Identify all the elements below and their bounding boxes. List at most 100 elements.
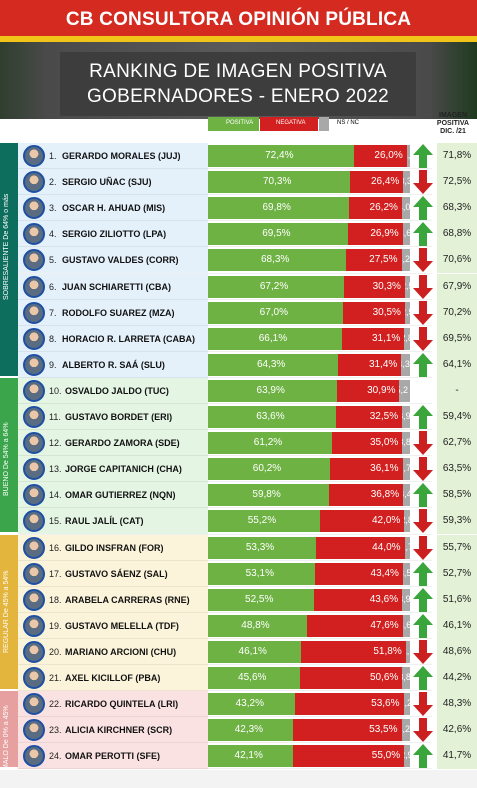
negative-bar: 26,4% (350, 171, 404, 194)
nsnc-value-label: 3,6 (403, 619, 410, 630)
previous-value: 48,6% (437, 639, 477, 665)
nsnc-value-label: 3,8 (402, 672, 410, 682)
previous-value-label: 42,6% (442, 724, 472, 736)
nsnc-bar: 2,9 (404, 745, 410, 768)
previous-header-line2: POSITIVA (436, 120, 470, 127)
band-title: BUENO (3, 471, 10, 497)
governor-avatar (23, 223, 45, 246)
trend-up-icon (413, 483, 433, 508)
positive-value-label: 48,8% (241, 619, 270, 631)
nsnc-bar: 2,8 (404, 510, 410, 533)
governor-avatar (23, 640, 45, 663)
governor-name: JUAN SCHIARETTI (CBA) (62, 281, 171, 292)
rank-number: 3. (49, 203, 57, 214)
previous-column-header: IMAGEN POSITIVA DIC. /21 (430, 112, 476, 136)
governor-name: GUSTAVO MELELLA (TDF) (65, 620, 179, 631)
governor-name: OSVALDO JALDO (TUC) (65, 385, 169, 396)
governor-name: HORACIO R. LARRETA (CABA) (62, 333, 195, 344)
previous-cell-bg (437, 612, 477, 639)
row-separator (18, 272, 432, 274)
negative-value-label: 36,1% (370, 463, 399, 475)
positive-bar: 52,5% (208, 588, 315, 611)
nsnc-value-label: 2,5 (405, 280, 410, 291)
negative-bar: 30,9% (337, 379, 400, 402)
governor-avatar (23, 249, 45, 272)
negative-value-label: 27,5% (369, 254, 398, 266)
positive-bar: 67,2% (208, 275, 344, 298)
governor-name: OSCAR H. AHUAD (MIS) (62, 203, 166, 214)
negative-value-label: 35,0% (369, 437, 399, 449)
previous-cell-bg (437, 247, 477, 274)
positive-bar: 46,1% (208, 640, 302, 663)
nsnc-bar: 2,7 (404, 536, 410, 559)
row-background (18, 221, 208, 248)
governor-avatar (23, 275, 45, 298)
band-2 (0, 377, 18, 533)
negative-value-label: 44,0% (372, 541, 401, 553)
nsnc-bar: 4,2 (401, 719, 410, 742)
governor-name: GERARDO ZAMORA (SDE) (65, 438, 180, 449)
governor-avatar (23, 510, 45, 533)
positive-bar: 53,1% (208, 562, 316, 585)
previous-value-label: 63,5% (442, 463, 472, 475)
previous-value: 42,6% (437, 717, 477, 743)
row-separator (18, 690, 432, 692)
nsnc-value-label: 2,1 (406, 645, 410, 656)
positive-value-label: 59,8% (252, 489, 281, 501)
trend-up-icon (413, 744, 433, 769)
negative-bar: 43,6% (314, 588, 403, 611)
nsnc-value-label: 5,2 (399, 384, 408, 395)
negative-value-label: 42,0% (371, 515, 401, 527)
negative-bar: 26,2% (348, 197, 402, 220)
governor-avatar (23, 353, 45, 376)
previous-cell-bg (437, 482, 477, 509)
trend-down-icon (413, 248, 433, 273)
band-label: BUENO De 54% a 64% (3, 423, 10, 497)
nsnc-bar: 3,7 (402, 458, 410, 481)
previous-value-label: 70,2% (442, 306, 472, 318)
previous-value: 68,3% (437, 195, 477, 221)
nsnc-value-label: 2,9 (404, 750, 410, 761)
governor-avatar (23, 432, 45, 455)
row-separator (18, 376, 432, 378)
positive-bar: 42,3% (208, 719, 294, 742)
positive-value-label: 60,2% (252, 463, 282, 475)
trend-up-icon (413, 587, 433, 612)
negative-value-label: 30,3% (372, 280, 401, 292)
nsnc-bar: 3,9 (402, 406, 410, 428)
previous-value-label: 52,7% (442, 567, 472, 579)
previous-value-label: 59,3% (442, 515, 472, 527)
row-background (18, 717, 208, 744)
band-title: SOBRESALIENTE (3, 242, 10, 301)
legend-negative-swatch (260, 117, 318, 131)
negative-bar: 36,1% (329, 458, 403, 481)
rank-number: 4. (49, 229, 57, 240)
row-separator (18, 585, 432, 587)
governor-name: GILDO INSFRAN (FOR) (65, 542, 164, 553)
band-label: MALO De 0% a 45% (3, 706, 10, 771)
negative-bar: 51,8% (301, 640, 406, 663)
previous-value-label: 72,5% (442, 176, 472, 188)
rank-number: 22. (49, 699, 62, 710)
positive-value-label: 46,1% (238, 645, 267, 657)
row-separator (18, 350, 432, 352)
positive-bar: 61,2% (208, 432, 332, 455)
nsnc-value-label: 3,6 (403, 228, 410, 239)
rank-number: 10. (49, 385, 62, 396)
nsnc-bar: 3,5 (402, 562, 410, 585)
negative-bar: 32,5% (336, 406, 403, 428)
rank-number: 11. (49, 412, 61, 422)
band-1 (0, 143, 18, 376)
governor-avatar (23, 484, 45, 507)
nsnc-bar: 3,6 (402, 223, 410, 246)
positive-bar: 64,3% (208, 353, 338, 376)
previous-cell-bg (437, 351, 477, 378)
governor-avatar (23, 719, 45, 742)
positive-value-label: 72,4% (265, 150, 294, 161)
governor-name: AXEL KICILLOF (PBA) (65, 673, 161, 683)
negative-bar: 31,1% (341, 327, 405, 350)
row-background (18, 612, 208, 639)
positive-bar: 69,5% (208, 223, 349, 246)
trend-up-icon (413, 613, 433, 638)
trend-down-icon (413, 535, 433, 560)
